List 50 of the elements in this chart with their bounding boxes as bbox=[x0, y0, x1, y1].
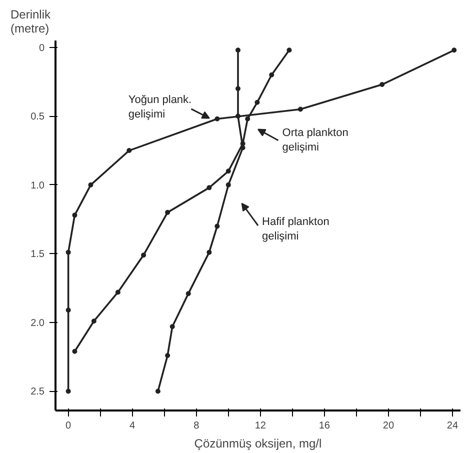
point bbox=[269, 72, 274, 78]
x-axis-title: Çözünmüş oksijen, mg/l bbox=[194, 436, 322, 450]
point bbox=[91, 318, 96, 324]
point bbox=[298, 106, 303, 112]
x-tick-label: 16 bbox=[318, 420, 330, 432]
point bbox=[380, 82, 385, 88]
y-tick-label: 1.5 bbox=[30, 249, 45, 260]
x-tick-label: 24 bbox=[446, 420, 458, 432]
point bbox=[235, 114, 240, 119]
annotation: Orta plankton gelişimi bbox=[282, 127, 348, 154]
point bbox=[66, 388, 71, 394]
y-tick-label: 2.5 bbox=[30, 386, 45, 398]
x-tick-label: 8 bbox=[194, 420, 200, 432]
x-tick-label: 4 bbox=[130, 420, 136, 432]
point bbox=[186, 291, 191, 296]
point bbox=[88, 182, 94, 188]
point bbox=[72, 348, 78, 354]
y-tick-label: 2.0 bbox=[30, 318, 45, 329]
point bbox=[72, 212, 78, 218]
point bbox=[214, 116, 220, 122]
point bbox=[126, 148, 132, 154]
point bbox=[214, 224, 220, 229]
annotation: Yoğun plank. gelişimi bbox=[128, 94, 192, 120]
point bbox=[245, 116, 250, 122]
y-axis-title: Derinlik (metre) bbox=[10, 8, 52, 36]
point bbox=[240, 145, 246, 150]
point bbox=[165, 210, 170, 215]
y-tick-label: 0.5 bbox=[30, 112, 45, 123]
point bbox=[254, 100, 260, 105]
x-tick-label: 0 bbox=[66, 420, 72, 432]
point bbox=[235, 86, 240, 92]
point bbox=[141, 252, 146, 258]
y-tick-label: 0 bbox=[38, 42, 45, 54]
annotation: Hafif plankton gelişimi bbox=[262, 216, 330, 242]
x-tick-label: 20 bbox=[382, 420, 394, 432]
point bbox=[66, 308, 71, 313]
point bbox=[286, 48, 292, 53]
point bbox=[66, 250, 71, 255]
point bbox=[235, 48, 240, 53]
point bbox=[206, 250, 212, 255]
point bbox=[165, 352, 170, 358]
point bbox=[115, 290, 120, 295]
point bbox=[170, 324, 175, 330]
x-tick-label: 12 bbox=[254, 420, 266, 432]
point bbox=[452, 48, 457, 53]
point bbox=[226, 168, 231, 174]
point bbox=[206, 185, 212, 190]
y-tick-label: 1.0 bbox=[30, 180, 45, 192]
point bbox=[226, 182, 231, 188]
point bbox=[155, 388, 160, 394]
